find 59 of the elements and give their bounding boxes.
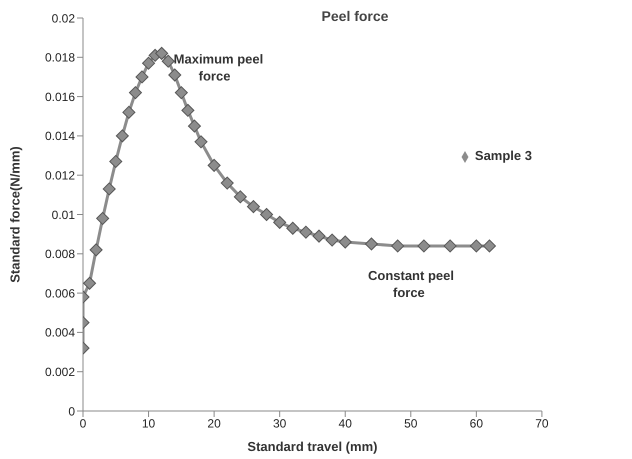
point bbox=[417, 239, 430, 252]
point bbox=[391, 239, 404, 252]
x-tick-label: 10 bbox=[142, 416, 156, 431]
x-tick-label: 0 bbox=[80, 416, 87, 431]
point bbox=[246, 200, 260, 214]
x-tick-label: 20 bbox=[207, 416, 222, 431]
point bbox=[470, 239, 483, 252]
x-tick-label: 60 bbox=[470, 416, 484, 431]
y-tick-label: 0.012 bbox=[44, 168, 76, 182]
x-tick-label: 70 bbox=[535, 416, 549, 431]
point bbox=[273, 216, 286, 229]
x-tick-label: 50 bbox=[404, 416, 418, 431]
y-tick-label: 0.014 bbox=[44, 129, 76, 144]
point bbox=[194, 135, 208, 148]
x-tick-label: 40 bbox=[338, 416, 352, 431]
point bbox=[136, 70, 148, 84]
point bbox=[208, 158, 221, 172]
point bbox=[109, 154, 122, 168]
point bbox=[96, 212, 110, 225]
y-tick-label: 0.008 bbox=[44, 247, 76, 262]
y-tick-label: 0.004 bbox=[44, 326, 76, 340]
point bbox=[482, 239, 496, 252]
y-tick-label: 0.002 bbox=[44, 364, 76, 379]
point bbox=[128, 86, 142, 100]
y-tick-label: 0 bbox=[68, 404, 76, 418]
point bbox=[260, 208, 274, 221]
point bbox=[162, 54, 175, 68]
point bbox=[168, 68, 182, 82]
point bbox=[312, 230, 326, 243]
y-tick-label: 0.02 bbox=[52, 11, 76, 26]
point bbox=[116, 129, 129, 142]
y-tick-label: 0.018 bbox=[44, 50, 76, 65]
y-axis-title: Standard force(N/mm) bbox=[8, 146, 23, 283]
y-tick-label: 0.01 bbox=[52, 208, 76, 222]
point bbox=[220, 176, 234, 190]
point bbox=[83, 276, 96, 290]
y-tick-label: 0.016 bbox=[44, 90, 76, 104]
point bbox=[188, 120, 201, 133]
point bbox=[142, 56, 156, 70]
point bbox=[286, 222, 300, 235]
point bbox=[155, 46, 168, 60]
point bbox=[364, 237, 378, 250]
legend-label: Sample 3 bbox=[474, 148, 532, 163]
point bbox=[174, 86, 188, 100]
x-tick-label: 30 bbox=[272, 416, 287, 431]
point bbox=[122, 106, 136, 119]
point bbox=[102, 182, 116, 196]
point bbox=[181, 104, 194, 117]
point bbox=[234, 190, 247, 204]
point bbox=[338, 236, 352, 249]
point bbox=[444, 239, 457, 252]
point bbox=[299, 226, 312, 239]
chart-title: Peel force bbox=[322, 8, 388, 24]
annotation: Constant peel force bbox=[368, 268, 454, 300]
x-axis-title: Standard travel (mm) bbox=[247, 439, 378, 454]
point bbox=[326, 234, 339, 247]
annotation: Maximum peel force bbox=[174, 51, 264, 84]
y-tick-label: 0.006 bbox=[44, 286, 76, 300]
point bbox=[90, 243, 103, 256]
